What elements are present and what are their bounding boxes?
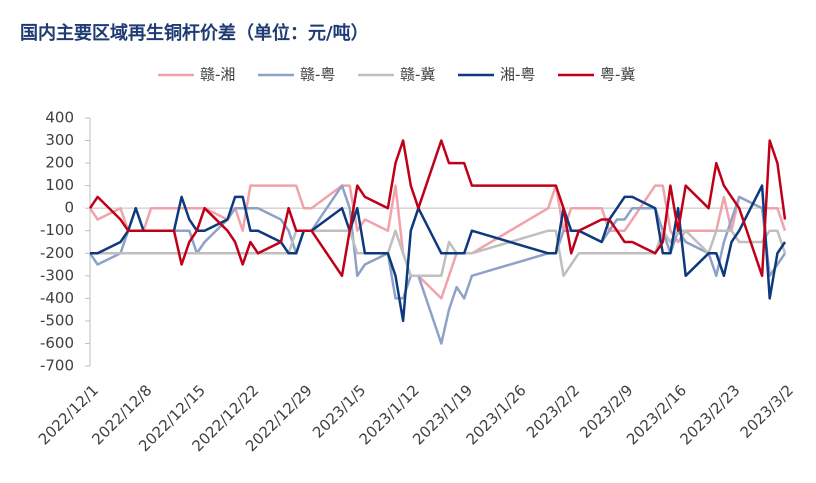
x-tick-label: 2023/2/2	[523, 381, 583, 441]
y-tick-label: -700	[40, 357, 74, 375]
legend-label: 湘-粤	[500, 66, 535, 84]
y-tick-label: 200	[45, 154, 74, 172]
legend-label: 赣-冀	[400, 66, 435, 84]
x-tick-label: 2023/3/2	[737, 381, 797, 441]
y-tick-label: 400	[45, 109, 74, 127]
y-tick-label: -600	[40, 334, 74, 352]
y-tick-label: 0	[64, 199, 74, 217]
legend-label: 粤-冀	[600, 66, 635, 84]
series-line	[88, 139, 787, 278]
y-tick-label: -500	[40, 311, 74, 329]
y-tick-label: -300	[40, 266, 74, 284]
y-tick-label: -400	[40, 289, 74, 307]
legend-label: 赣-湘	[200, 66, 235, 84]
y-tick-label: 300	[45, 131, 74, 149]
y-tick-label: 100	[45, 176, 74, 194]
legend-label: 赣-粤	[300, 66, 335, 84]
chart-title: 国内主要区域再生铜杆价差（单位：元/吨）	[20, 22, 369, 44]
y-tick-label: -200	[40, 244, 74, 262]
y-tick-label: -100	[40, 221, 74, 239]
